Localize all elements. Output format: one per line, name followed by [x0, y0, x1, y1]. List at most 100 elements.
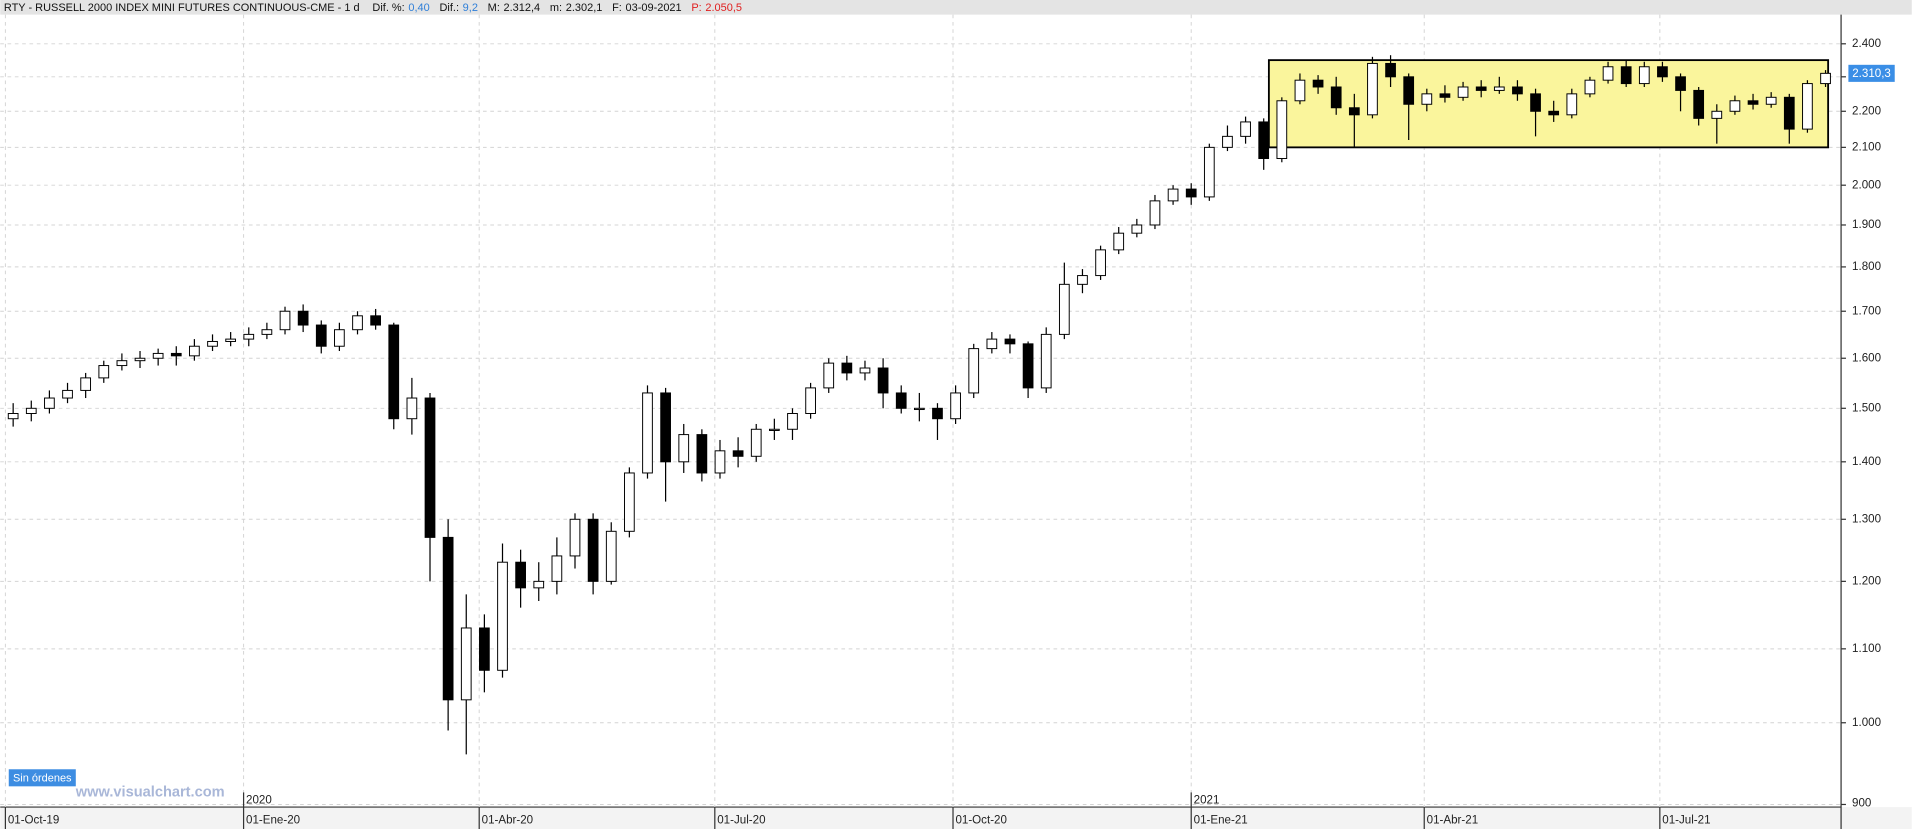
y-tick-label: 1.200 [1852, 575, 1881, 587]
candle-body [189, 345, 200, 357]
x-tick-label: 01-Oct-19 [8, 815, 59, 827]
y-tick-label: 1.500 [1852, 402, 1881, 414]
header-label: P: [691, 2, 701, 14]
candle-body [1530, 93, 1541, 112]
candle-body [334, 329, 345, 347]
candle-body [895, 392, 907, 409]
candle-body [170, 352, 182, 357]
last-price-label: 2.310,3 [1852, 68, 1891, 80]
y-tick-label: 900 [1852, 797, 1871, 809]
y-tick-label: 2.400 [1852, 38, 1881, 50]
y-tick-label: 1.000 [1852, 717, 1881, 729]
candle-body [315, 324, 327, 347]
header-bar [0, 0, 1912, 15]
candle-body [1729, 100, 1741, 112]
header-label: M: [488, 2, 500, 14]
candle-body [696, 434, 708, 474]
candle-body [1113, 232, 1125, 251]
candle-body [1258, 121, 1270, 160]
candle-body [1421, 93, 1433, 105]
candle-body [1222, 135, 1233, 148]
year-label: 2021 [1194, 794, 1220, 806]
candle-body [1747, 100, 1759, 105]
candle-body [7, 413, 19, 420]
candle-body [1693, 89, 1705, 119]
candle-body [1457, 86, 1469, 98]
candle-body [1312, 79, 1324, 88]
candle-body [1512, 86, 1523, 95]
candle-body [787, 413, 798, 430]
candle-body [642, 392, 653, 474]
candle-body [1657, 66, 1668, 78]
candle-body [388, 324, 400, 420]
y-tick-label: 1.600 [1852, 352, 1881, 364]
header-label: Dif.: [440, 2, 460, 14]
candle-body [442, 536, 454, 701]
status-text: Sin órdenes [13, 772, 72, 784]
candle-body [297, 310, 309, 326]
candle-body [533, 580, 545, 589]
candle-body [877, 367, 889, 394]
candle-body [1294, 79, 1306, 102]
candle-body [98, 365, 110, 379]
candle-body [424, 397, 436, 538]
candle-body [261, 329, 273, 335]
header-label: m: [550, 2, 562, 14]
candle-body [1004, 338, 1016, 345]
candle-body [624, 472, 635, 532]
y-tick-label: 1.400 [1852, 456, 1881, 468]
candle-body [1203, 146, 1215, 198]
candle-body [1022, 343, 1034, 389]
candle-body [1566, 93, 1578, 116]
candle-body [1620, 66, 1632, 85]
candle-body [732, 450, 744, 457]
candle-body [1548, 110, 1560, 116]
x-tick-label: 01-Abr-20 [482, 815, 533, 827]
annotations [1267, 59, 1830, 149]
candle-body [1276, 100, 1288, 160]
candle-body [660, 392, 671, 463]
candle-body [1058, 283, 1070, 335]
candle-body [950, 392, 961, 420]
header-value: 2.050,5 [705, 2, 742, 14]
header-value: 2.302,1 [566, 2, 603, 14]
instrument-title: RTY - RUSSELL 2000 INDEX MINI FUTURES CO… [4, 2, 360, 14]
y-tick-label: 2.200 [1852, 105, 1881, 117]
candle-body [551, 555, 563, 582]
y-tick-label: 1.300 [1852, 513, 1881, 525]
last-price-box [1848, 64, 1895, 82]
header-label: F: [612, 2, 622, 14]
candle-body [714, 450, 726, 474]
candle-body [750, 428, 762, 457]
y-tick-label: 2.000 [1852, 179, 1881, 191]
candle-body [1167, 188, 1179, 202]
candle-body [44, 397, 55, 409]
candle-body [986, 338, 998, 350]
candle-body [207, 340, 218, 347]
y-tick-label: 2.100 [1852, 141, 1881, 153]
candle-body [1475, 86, 1487, 91]
x-tick-label: 01-Ene-20 [246, 815, 300, 827]
candle-body [1403, 76, 1415, 105]
candle-body [1602, 66, 1614, 81]
candle-body [1820, 72, 1831, 85]
candle-body [152, 352, 164, 359]
candle-body [1711, 110, 1723, 119]
x-tick-label: 01-Jul-20 [717, 815, 765, 827]
header-value: 0,40 [408, 2, 429, 14]
candle-body [243, 333, 255, 340]
y-tick-label: 1.700 [1852, 305, 1881, 317]
header-value: 2.312,4 [504, 2, 541, 14]
header-text: RTY - RUSSELL 2000 INDEX MINI FUTURES CO… [4, 2, 742, 14]
candle-body [768, 428, 780, 431]
candle-body [587, 518, 599, 582]
candle-body [605, 530, 617, 582]
candle-body [1765, 96, 1777, 105]
candle-body [1439, 93, 1451, 98]
candle-body [841, 362, 853, 374]
candle-body [1385, 62, 1396, 78]
candle-body [1802, 83, 1813, 130]
candle-body [370, 315, 381, 326]
range-box [1267, 59, 1830, 149]
